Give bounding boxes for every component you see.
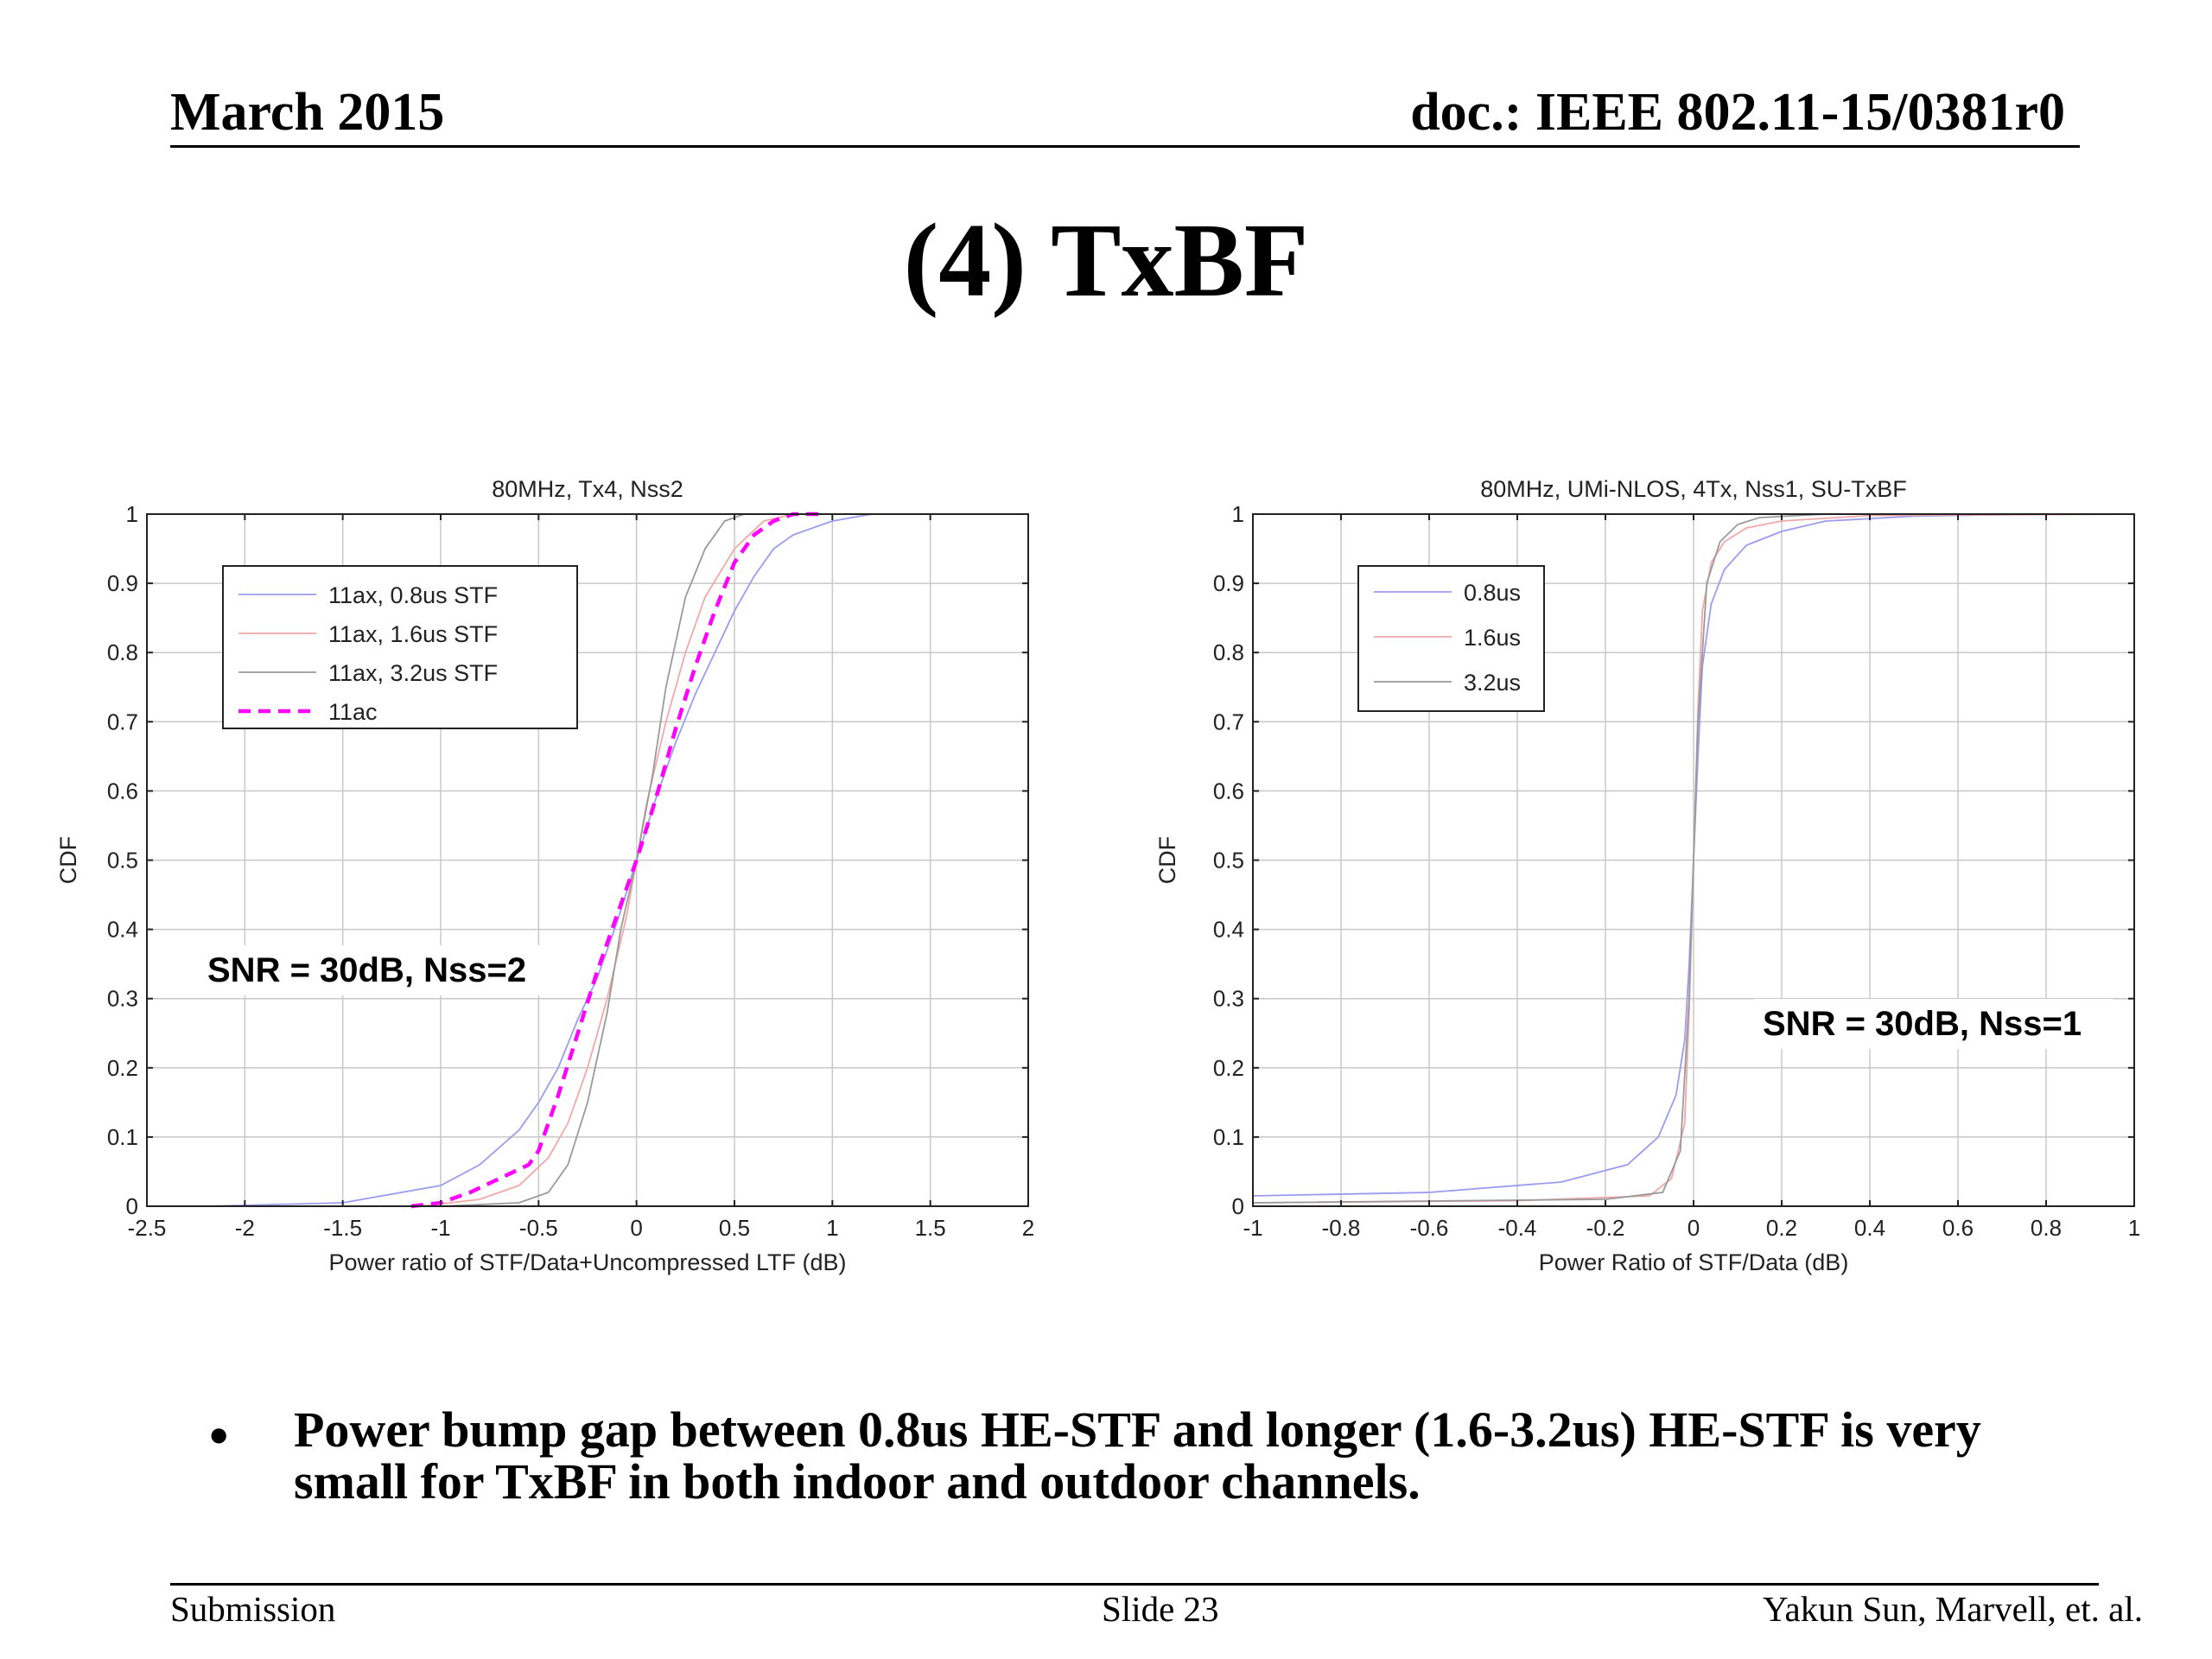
x-axis-label: Power Ratio of STF/Data (dB) — [1539, 1249, 1849, 1275]
series-line-2 — [440, 513, 745, 1207]
header-rule — [170, 145, 2080, 148]
chart-right-svg: -1 -0.8 -0.6 -0.4 -0.2 0 0.2 0.4 0.6 0.8 1 0 0.1 0.2 0… — [1154, 476, 2140, 1275]
x-tick-label: -2.5 — [128, 1215, 167, 1241]
x-tick-label: -2 — [235, 1215, 255, 1241]
legend-box — [222, 565, 578, 729]
x-tick-label: 2 — [1022, 1215, 1034, 1241]
annotation-bg — [1754, 999, 2113, 1049]
x-tick-label: -0.6 — [1410, 1215, 1449, 1241]
y-tick-label: 0.9 — [1213, 570, 1244, 596]
x-tick-label: 0.6 — [1942, 1215, 1974, 1241]
x-tick-label: -1 — [1243, 1215, 1262, 1241]
chart-right: -1 -0.8 -0.6 -0.4 -0.2 0 0.2 0.4 0.6 0.8 1 0 0.1 0.2 0… — [1123, 458, 2177, 1305]
bullet-text: Power bump gap between 0.8us HE-STF and … — [294, 1402, 1981, 1510]
y-tick-label: 0.8 — [107, 639, 138, 665]
x-tick-label: 1 — [826, 1215, 838, 1241]
x-tick-label: 0.4 — [1854, 1215, 1885, 1241]
y-axis-label: CDF — [55, 836, 81, 885]
chart-title: 80MHz, Tx4, Nss2 — [492, 476, 683, 502]
y-tick-label: 1 — [1232, 501, 1244, 527]
bullet-marker: • — [209, 1405, 229, 1466]
header-date: March 2015 — [170, 83, 445, 142]
series-line-3 — [410, 512, 823, 1209]
y-tick-label: 0.7 — [1213, 709, 1244, 734]
x-tick-label: -1.5 — [323, 1215, 362, 1241]
footer-right: Yakun Sun, Marvell, et. al. — [1763, 1589, 2143, 1629]
legend-label-0: 0.8us — [1464, 580, 1521, 606]
y-tick-label: 0 — [126, 1193, 138, 1219]
chart-left: -2.5 -2 -1.5 -1 -0.5 0 0.5 1 1.5 2 0 0.1 0.2 0.3 0.4 0.… — [35, 458, 1071, 1305]
annotation-text: SNR = 30dB, Nss=1 — [1763, 1005, 2082, 1043]
legend-label-3: 11ac — [328, 699, 378, 725]
legend-label-1: 11ax, 1.6us STF — [328, 621, 498, 647]
series-line-1 — [1252, 513, 2135, 1204]
y-tick-label: 0.6 — [1213, 778, 1244, 804]
y-tick-label: 0.1 — [107, 1124, 138, 1150]
x-axis-label: Power ratio of STF/Data+Uncompressed LTF… — [329, 1249, 847, 1275]
legend-label-2: 11ax, 3.2us STF — [328, 660, 498, 686]
y-tick-label: 0.7 — [107, 709, 138, 734]
x-tick-label: 1.5 — [915, 1215, 946, 1241]
footer-center: Slide 23 — [1102, 1589, 1219, 1629]
legend-label-1: 1.6us — [1464, 625, 1521, 651]
series-line-2 — [1252, 513, 2134, 1204]
y-tick-label: 0.2 — [107, 1055, 138, 1081]
y-tick-label: 1 — [126, 501, 138, 527]
annotation-bg — [199, 945, 544, 995]
x-tick-label: -0.4 — [1498, 1215, 1537, 1241]
chart-title: 80MHz, UMi-NLOS, 4Tx, Nss1, SU-TxBF — [1480, 476, 1907, 502]
footer-left: Submission — [170, 1589, 336, 1629]
slide-title: (4) TxBF — [903, 202, 1309, 319]
x-tick-label: -0.5 — [519, 1215, 558, 1241]
x-tick-label: 0.5 — [719, 1215, 750, 1241]
y-tick-label: 0.9 — [107, 570, 138, 596]
legend-label-0: 11ax, 0.8us STF — [328, 582, 498, 608]
y-tick-label: 0.6 — [107, 778, 138, 804]
y-tick-label: 0.5 — [1213, 848, 1244, 874]
footer-rule — [170, 1583, 2099, 1586]
x-tick-label: 0 — [1688, 1215, 1700, 1241]
x-tick-label: 1 — [2128, 1215, 2140, 1241]
x-tick-label: -0.2 — [1586, 1215, 1625, 1241]
y-axis-label: CDF — [1154, 836, 1180, 885]
y-tick-label: 0 — [1232, 1193, 1244, 1219]
legend-box — [1357, 565, 1545, 712]
series-line-1 — [421, 513, 794, 1207]
chart-left-svg: -2.5 -2 -1.5 -1 -0.5 0 0.5 1 1.5 2 0 0.1 0.2 0.3 0.4 0.… — [55, 476, 1034, 1275]
header-doc-id: doc.: IEEE 802.11-15/0381r0 — [1410, 83, 2065, 142]
annotation-text: SNR = 30dB, Nss=2 — [207, 951, 526, 989]
x-tick-label: 0.8 — [2031, 1215, 2062, 1241]
y-tick-label: 0.3 — [1213, 986, 1244, 1012]
y-tick-label: 0.5 — [107, 848, 138, 874]
y-tick-label: 0.2 — [1213, 1055, 1244, 1081]
series-line-0 — [1252, 513, 2134, 1197]
x-tick-label: 0 — [630, 1215, 642, 1241]
x-tick-label: -1 — [430, 1215, 450, 1241]
y-tick-label: 0.1 — [1213, 1124, 1244, 1150]
x-tick-label: -0.8 — [1322, 1215, 1361, 1241]
legend-label-2: 3.2us — [1464, 670, 1521, 696]
y-tick-label: 0.8 — [1213, 639, 1244, 665]
y-tick-label: 0.4 — [107, 917, 138, 943]
y-tick-label: 0.3 — [107, 986, 138, 1012]
y-tick-label: 0.4 — [1213, 917, 1244, 943]
x-tick-label: 0.2 — [1766, 1215, 1797, 1241]
